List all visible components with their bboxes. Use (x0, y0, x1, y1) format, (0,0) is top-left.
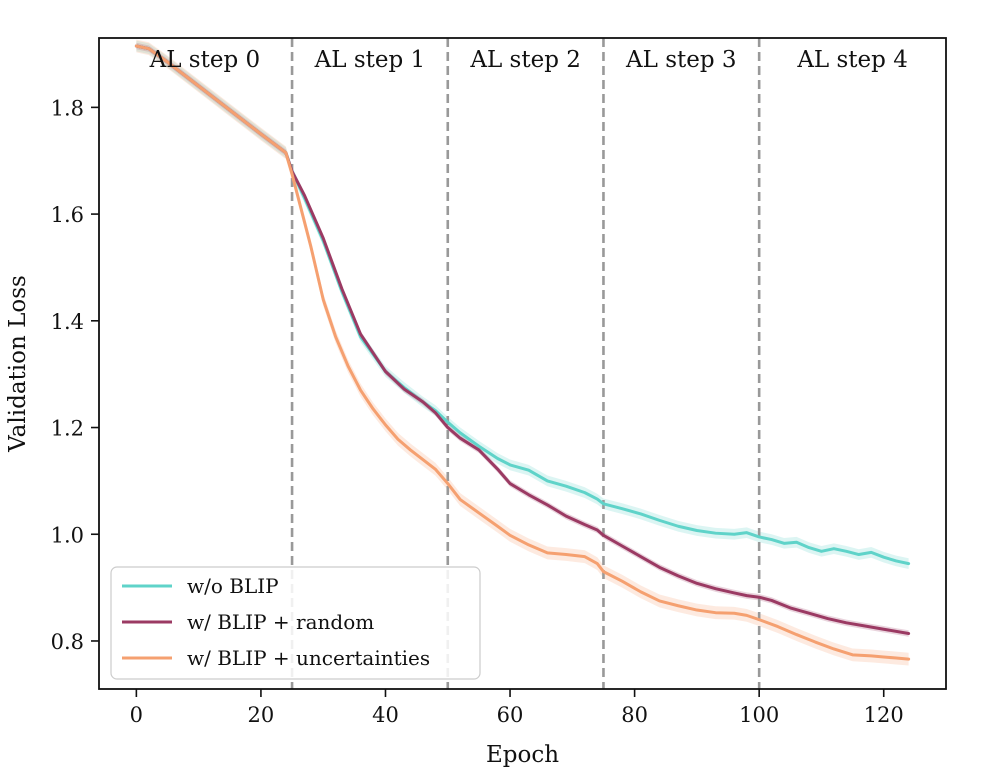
step-label-4: AL step 4 (796, 47, 908, 73)
legend-label-2: w/ BLIP + uncertainties (187, 646, 430, 670)
plot-frame (98, 37, 947, 690)
x-axis-title: Epoch (486, 742, 559, 767)
step-label-1: AL step 1 (314, 47, 426, 73)
step-label-3: AL step 3 (625, 47, 737, 73)
legend-label-0: w/o BLIP (187, 574, 279, 598)
series-line-2 (134, 44, 911, 661)
step-label-0: AL step 0 (149, 47, 261, 73)
legend: w/o BLIP w/ BLIP + random w/ BLIP + uncert… (110, 566, 481, 680)
x-tick-label: 80 (621, 703, 648, 727)
legend-box (110, 566, 481, 680)
x-tick-label: 120 (864, 703, 904, 727)
y-axis-ticks: 0.8 1.0 1.2 1.4 1.6 1.8 (51, 96, 99, 654)
y-tick-label: 0.8 (51, 630, 84, 654)
x-tick-label: 40 (372, 703, 399, 727)
x-tick-label: 100 (739, 703, 779, 727)
step-label-2: AL step 2 (469, 47, 581, 73)
series-lines (134, 44, 911, 661)
x-tick-label: 20 (248, 703, 275, 727)
band-series-0 (136, 40, 909, 569)
y-tick-label: 1.2 (51, 417, 84, 441)
x-tick-label: 60 (497, 703, 524, 727)
y-axis-title: Validation Loss (5, 275, 31, 453)
step-labels: AL step 0 AL step 1 AL step 2 AL step 3 AL s… (149, 47, 908, 73)
x-tick-label: 0 (130, 703, 143, 727)
y-tick-label: 1.0 (51, 523, 84, 547)
series-line-1 (134, 44, 911, 636)
y-tick-label: 1.8 (51, 96, 84, 120)
x-axis-ticks: 0 20 40 60 80 100 120 (130, 689, 904, 727)
y-tick-label: 1.4 (51, 310, 84, 334)
step-boundary-lines (290, 38, 761, 689)
legend-label-1: w/ BLIP + random (187, 610, 374, 634)
y-tick-label: 1.6 (51, 203, 84, 227)
